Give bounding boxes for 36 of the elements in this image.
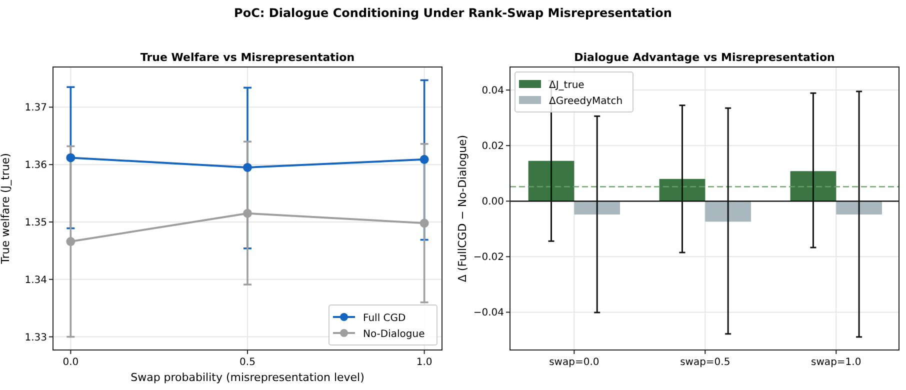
y-tick-label: 0.04	[482, 86, 504, 97]
x-axis-title: Swap probability (misrepresentation level)	[130, 371, 364, 384]
y-tick-label: 1.37	[24, 102, 47, 114]
chart-title: Dialogue Advantage vs Misrepresentation	[574, 51, 835, 64]
text: PoC: Dialogue Conditioning Under Rank-Swap Misrepresentation	[234, 6, 672, 20]
y-axis-title: True welfare (J_true)	[0, 153, 12, 265]
legend-label: No-Dialogue	[363, 329, 425, 340]
legend-label: ΔGreedyMatch	[549, 96, 623, 107]
bar	[705, 201, 751, 222]
x-tick-label: swap=1.0	[811, 357, 862, 368]
bar	[574, 201, 620, 214]
bar	[528, 160, 574, 202]
y-tick-label: 1.33	[24, 332, 47, 344]
point	[420, 218, 429, 228]
y-tick-label: 0.00	[482, 196, 504, 208]
point	[243, 162, 252, 172]
y-tick-label: −0.02	[473, 252, 504, 264]
legend-label: Full CGD	[363, 313, 406, 324]
point	[420, 154, 429, 164]
x-tick-label: 0.0	[62, 357, 79, 368]
x-tick-label: swap=0.5	[680, 357, 730, 368]
point	[243, 208, 252, 218]
y-tick-label: 1.35	[24, 217, 47, 228]
y-tick-label: −0.04	[473, 308, 504, 319]
bar	[836, 201, 882, 214]
legend-label: ΔJ_true	[549, 80, 584, 91]
x-tick-label: 1.0	[416, 357, 432, 368]
y-axis-title: Δ (FullCGD − No-Dialogue)	[456, 134, 469, 282]
point	[66, 153, 76, 162]
x-tick-label: swap=0.0	[549, 357, 600, 368]
point	[66, 237, 76, 246]
x-tick-label: 0.5	[240, 357, 256, 368]
y-tick-label: 1.34	[24, 274, 47, 286]
chart-title: True Welfare vs Misrepresentation	[140, 51, 355, 64]
y-tick-label: 0.02	[482, 141, 504, 152]
y-tick-label: 1.36	[24, 160, 47, 172]
